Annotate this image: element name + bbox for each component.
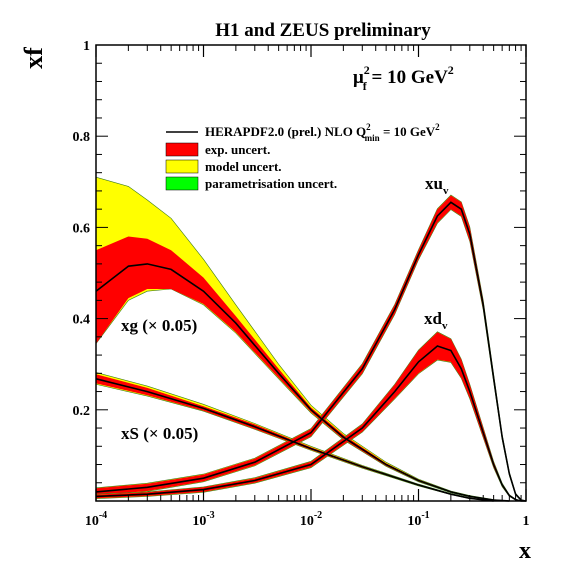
x-tick-exp: -3 <box>206 510 214 521</box>
label-xuv: xuv <box>425 174 449 197</box>
scale-annotation: μ2 f = 10 GeV2 <box>353 63 454 93</box>
legend-central-sub: min <box>365 133 380 143</box>
xuv-central-curve <box>95 201 527 502</box>
y-tick-label: 0.2 <box>73 404 91 419</box>
legend-swatch-model <box>165 159 199 174</box>
x-tick-base: 1 <box>523 514 530 529</box>
x-tick-exp: -1 <box>421 510 429 521</box>
y-tick-label: 0.8 <box>73 130 91 145</box>
legend-swatch-param <box>165 176 199 191</box>
x-tick-exp: -2 <box>314 510 322 521</box>
legend-central-text: HERAPDF2.0 (prel.) NLO Q <box>205 124 366 139</box>
x-tick-label: 10-1 <box>407 510 429 529</box>
xdv-model-band <box>95 331 526 502</box>
x-axis-label: x <box>519 538 531 564</box>
scale-rest: = 10 GeV <box>367 67 448 88</box>
label-xs: xS (× 0.05) <box>121 424 198 443</box>
xg-exp-band <box>96 236 510 501</box>
x-tick-base: 10 <box>407 514 421 529</box>
y-tick-label: 0.4 <box>73 313 91 328</box>
label-xs-rest: 0.05) <box>159 424 199 443</box>
scale-rest-sup: 2 <box>448 63 454 77</box>
y-tick-label: 1 <box>83 39 90 54</box>
label-xg-times: × <box>148 316 158 335</box>
label-xg: xg (× 0.05) <box>121 316 197 335</box>
legend-central-tail-sup: 2 <box>435 122 440 132</box>
label-xs-main: xS ( <box>121 424 149 443</box>
x-tick-base: 10 <box>85 514 99 529</box>
label-xg-main: xg ( <box>121 316 148 335</box>
x-tick-label: 10-3 <box>192 510 214 529</box>
label-xuv-sub: v <box>443 185 449 197</box>
scale-sup: 2 <box>364 63 370 77</box>
y-tick-label: 0.6 <box>73 221 91 236</box>
scale-mu: μ <box>353 67 364 88</box>
y-axis-label: xf <box>19 47 48 69</box>
x-tick-label: 10-2 <box>300 510 322 529</box>
x-tick-base: 10 <box>300 514 314 529</box>
uncertainty-bands <box>95 176 527 502</box>
label-xs-times: × <box>149 424 159 443</box>
x-tick-label: 1 <box>523 514 530 529</box>
legend-label-model: model uncert. <box>205 159 282 174</box>
xdv-exp-band <box>96 332 526 501</box>
label-xuv-main: xu <box>425 174 443 193</box>
legend-central-tail: = 10 GeV <box>380 124 436 139</box>
chart-title: H1 and ZEUS preliminary <box>215 20 431 41</box>
x-tick-exp: -4 <box>99 510 107 521</box>
xS-central-curve <box>95 378 494 502</box>
legend-label-central: HERAPDF2.0 (prel.) NLO Q2 min = 10 GeV2 <box>205 122 440 143</box>
label-xdv-main: xd <box>424 309 443 328</box>
label-xdv-sub: v <box>442 320 448 332</box>
scale-sub: f <box>363 79 368 93</box>
legend-central-sup: 2 <box>366 122 371 132</box>
x-tick-base: 10 <box>192 514 206 529</box>
xg-central-curve <box>95 263 510 502</box>
legend: HERAPDF2.0 (prel.) NLO Q2 min = 10 GeV2 e… <box>165 122 440 191</box>
label-xg-rest: 0.05) <box>158 316 198 335</box>
x-tick-label: 10-4 <box>85 510 107 529</box>
legend-swatch-exp <box>165 142 199 157</box>
label-xdv: xdv <box>424 309 448 332</box>
axis-ticks: 10-4 10-3 10-2 10-1 10.20.40.60.81 <box>73 39 530 529</box>
legend-label-param: parametrisation uncert. <box>205 176 337 191</box>
legend-label-exp: exp. uncert. <box>205 142 270 157</box>
